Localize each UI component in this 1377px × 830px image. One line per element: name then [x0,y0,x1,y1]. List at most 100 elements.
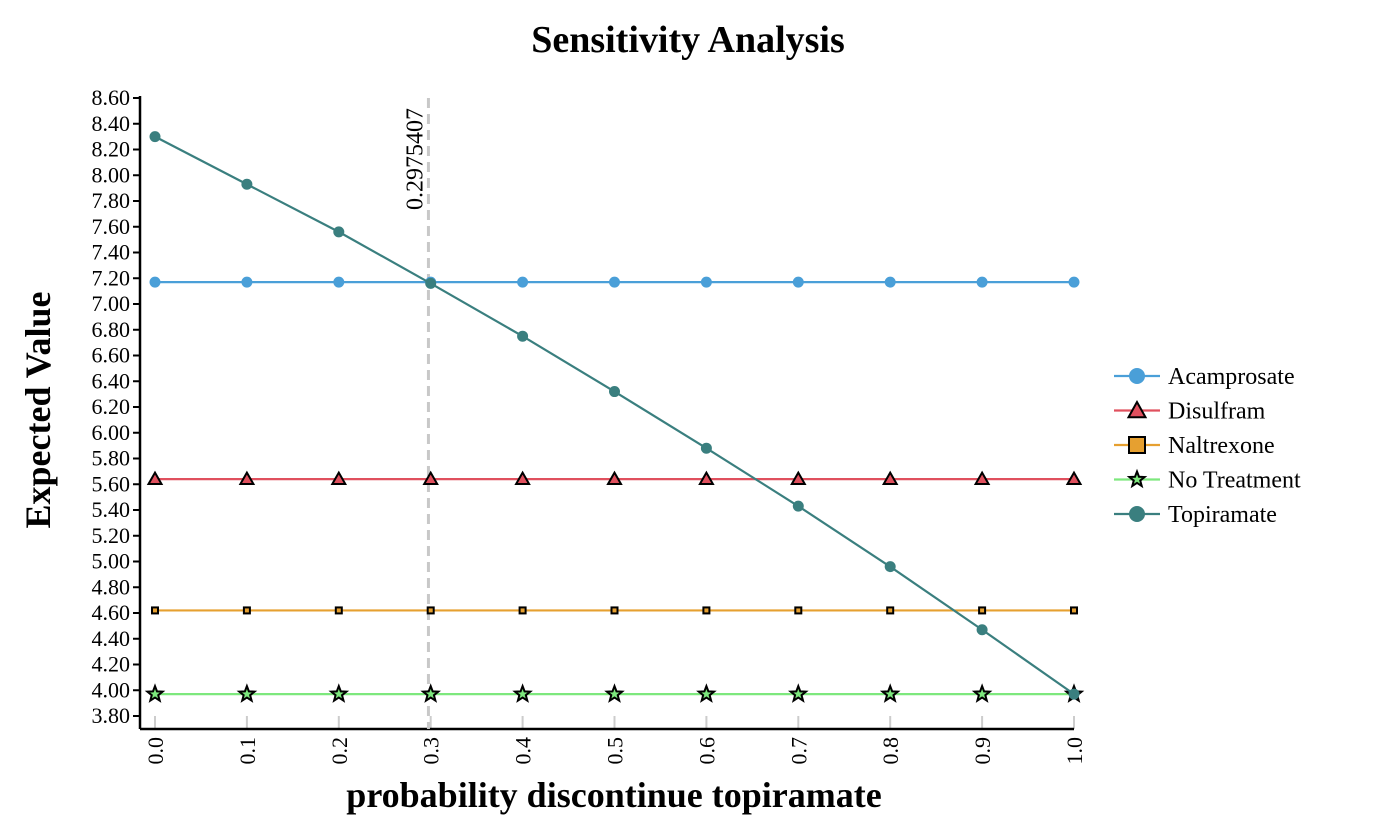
y-tick-label: 6.80 [92,317,131,342]
data-point-naltrexone [518,606,527,615]
x-tick-label: 0.7 [786,737,811,765]
x-tick-label: 0.6 [694,737,719,765]
y-tick-label: 7.60 [92,214,131,239]
data-point-disulfram [146,470,164,485]
data-point-naltrexone [794,606,803,615]
data-point-disulfram [790,470,807,485]
data-point-no-treatment [512,683,533,703]
y-tick-label: 5.40 [92,497,131,522]
data-point-disulfram [422,470,439,485]
data-point-naltrexone [334,606,343,615]
x-tick-label: 0.1 [235,737,260,765]
data-point-no-treatment [604,683,625,703]
data-point-topiramate [792,500,804,512]
data-point-naltrexone [151,606,159,615]
legend-label-topiramate: Topiramate [1168,502,1277,528]
data-point-topiramate [976,624,988,636]
data-point-topiramate [241,178,253,190]
data-point-naltrexone [242,606,251,615]
data-point-topiramate [1068,688,1080,700]
threshold-label: 0.2975407 [402,108,428,210]
data-point-acamprosate [700,276,712,288]
y-tick-label: 8.40 [92,111,131,136]
plot-area: 3.804.004.204.404.604.805.005.205.405.60… [92,85,1088,765]
x-tick-label: 0.0 [143,737,168,765]
data-point-naltrexone [978,606,987,615]
y-tick-label: 5.20 [92,523,131,548]
data-point-naltrexone [610,606,619,615]
legend-marker-acamprosate [1129,368,1145,384]
chart-title: Sensitivity Analysis [531,19,845,61]
data-point-no-treatment [788,683,809,703]
data-point-naltrexone [426,606,435,615]
data-point-acamprosate [884,276,896,288]
data-point-topiramate [609,386,620,398]
y-tick-label: 5.00 [92,549,131,574]
data-point-disulfram [973,470,991,485]
data-point-naltrexone [886,606,895,615]
legend-label-disulfram: Disulfram [1168,399,1266,425]
data-point-no-treatment [971,683,993,703]
x-tick-label: 0.5 [603,737,628,765]
data-point-no-treatment [879,683,901,703]
x-tick-label: 0.9 [970,737,995,765]
y-tick-label: 4.80 [92,574,131,599]
legend: Acamprosate Disulfram Naltrexone No Treatme… [1114,364,1301,528]
y-tick-label: 7.80 [92,188,131,213]
data-point-topiramate [425,277,437,289]
data-point-topiramate [884,561,896,573]
data-point-disulfram [330,470,348,485]
y-tick-label: 6.20 [92,394,131,419]
data-point-topiramate [149,131,161,143]
data-point-no-treatment [420,683,441,703]
y-tick-label: 8.20 [92,137,131,162]
data-point-acamprosate [792,276,804,288]
x-tick-label: 0.3 [419,737,444,765]
y-tick-label: 3.80 [92,703,131,728]
data-point-disulfram [514,470,531,485]
data-point-acamprosate [1068,276,1080,288]
x-axis-label: probability discontinue topiramate [346,775,881,815]
y-tick-label: 4.60 [92,600,131,625]
x-tick-label: 0.8 [878,737,903,765]
legend-marker-topiramate [1129,506,1145,522]
data-point-disulfram [698,470,715,485]
legend-marker-disulfram [1126,399,1148,419]
legend-marker-no-treatment [1126,468,1148,489]
y-tick-label: 6.40 [92,368,131,393]
legend-label-naltrexone: Naltrexone [1168,433,1275,459]
y-tick-label: 4.00 [92,677,131,702]
data-point-no-treatment [236,683,258,703]
data-point-no-treatment [696,683,717,703]
y-tick-label: 7.20 [92,265,131,290]
data-point-acamprosate [976,276,988,288]
data-point-disulfram [1065,470,1083,485]
y-tick-label: 4.40 [92,626,131,651]
y-tick-label: 5.80 [92,446,131,471]
data-point-naltrexone [702,606,711,615]
y-tick-label: 7.40 [92,240,131,265]
legend-marker-naltrexone [1128,436,1146,454]
data-point-disulfram [881,470,899,485]
x-tick-label: 0.2 [327,737,352,765]
data-point-acamprosate [333,276,345,288]
y-tick-label: 6.00 [92,420,131,445]
data-point-no-treatment [144,683,166,703]
data-point-acamprosate [609,276,620,288]
data-point-acamprosate [517,276,529,288]
y-tick-label: 8.00 [92,162,131,187]
legend-label-acamprosate: Acamprosate [1168,364,1295,390]
y-tick-label: 8.60 [92,85,131,110]
data-point-disulfram [606,470,623,485]
x-tick-label: 1.0 [1062,737,1087,765]
y-tick-label: 6.60 [92,343,131,368]
data-point-disulfram [238,470,256,485]
legend-label-no-treatment: No Treatment [1168,468,1301,494]
data-point-topiramate [700,442,712,454]
y-tick-label: 7.00 [92,291,131,316]
data-point-naltrexone [1070,606,1078,615]
data-point-no-treatment [328,683,350,703]
y-tick-label: 4.20 [92,652,131,677]
x-tick-label: 0.4 [511,737,536,765]
